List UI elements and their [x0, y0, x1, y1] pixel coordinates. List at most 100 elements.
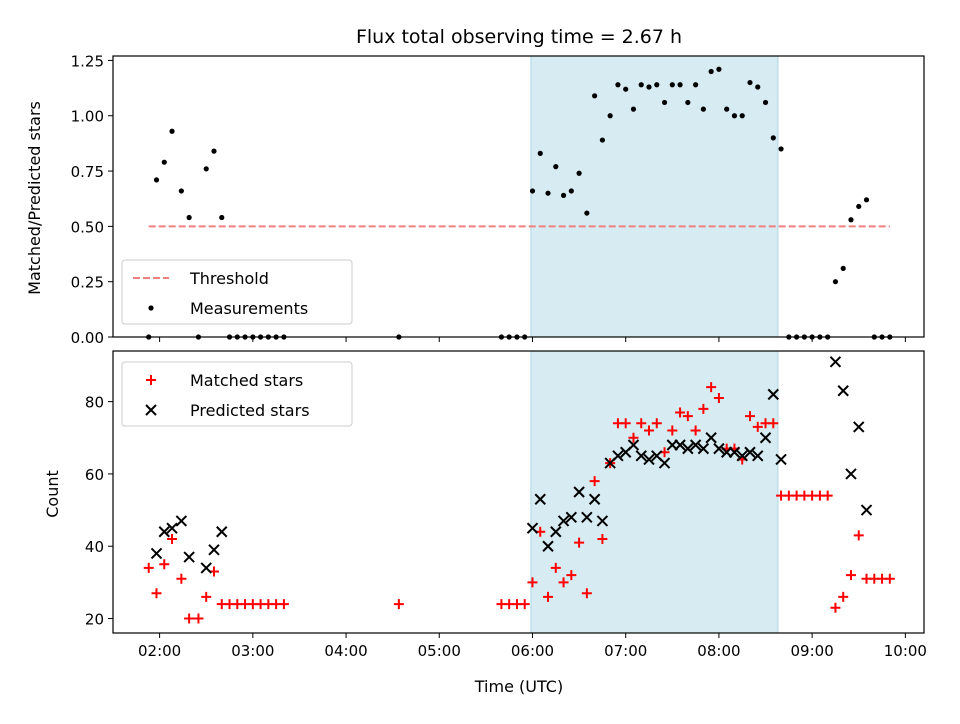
- predicted-star-point: [674, 439, 686, 451]
- y-tick-label: 1.25: [71, 52, 104, 70]
- measurement-point: [716, 66, 722, 72]
- predicted-star-point: [526, 522, 539, 534]
- predicted-star-point: [759, 432, 772, 444]
- measurement-point: [211, 148, 217, 154]
- predicted-star-point: [728, 446, 741, 458]
- matched-star-point: [830, 602, 841, 613]
- chart-title: Flux total observing time = 2.67 h: [356, 26, 682, 48]
- measurement-point: [832, 279, 839, 285]
- measurement-point: [863, 197, 870, 203]
- measurement-point: [630, 106, 637, 112]
- predicted-star-point: [166, 522, 178, 534]
- measurement-point: [178, 188, 184, 194]
- measurement-point: [592, 93, 598, 99]
- predicted-star-point: [736, 450, 748, 462]
- measurement-point: [654, 82, 660, 88]
- x-tick-label: 07:00: [604, 642, 647, 660]
- predicted-star-point: [200, 562, 212, 574]
- matched-star-point: [581, 588, 592, 599]
- measurement-point: [615, 82, 621, 88]
- matched-star-point: [752, 421, 763, 432]
- matched-star-point: [845, 570, 856, 581]
- predicted-star-point: [767, 388, 780, 401]
- measurement-point: [638, 82, 644, 88]
- measurement-point: [755, 84, 761, 90]
- predicted-star-point: [752, 450, 764, 462]
- matched-star-point: [620, 418, 631, 429]
- measurement-point: [219, 214, 225, 221]
- legend-label: Measurements: [190, 299, 308, 318]
- matched-star-point: [698, 403, 709, 414]
- x-tick-label: 02:00: [138, 642, 181, 660]
- x-tick-label: 03:00: [231, 642, 274, 660]
- legend-label: Threshold: [189, 269, 269, 288]
- measurement-point: [693, 82, 699, 88]
- matched-star-point: [713, 393, 724, 403]
- y-tick-label: 80: [85, 394, 104, 412]
- predicted-star-point: [643, 453, 655, 466]
- matched-star-point: [690, 425, 701, 436]
- measurement-point: [661, 99, 668, 106]
- measurement-point: [708, 68, 714, 75]
- y-tick-label: 1.00: [71, 108, 104, 126]
- measurement-point: [724, 106, 730, 112]
- measurement-point: [584, 210, 590, 216]
- predicted-star-point: [837, 385, 849, 397]
- bottom-panel: 20 40 60 80 02:00 03:00 04:00 05:00 06:00 07:00 08…: [85, 350, 927, 660]
- measurement-point: [186, 214, 192, 221]
- predicted-star-point: [534, 493, 546, 505]
- predicted-star-point: [175, 515, 188, 527]
- measurement-point: [677, 82, 683, 88]
- predicted-star-point: [829, 356, 842, 368]
- predicted-star-point: [208, 544, 220, 556]
- y-tick-label: 40: [85, 538, 104, 556]
- predicted-star-point: [588, 493, 601, 505]
- legend-label: Predicted stars: [190, 401, 310, 420]
- predicted-star-point: [216, 526, 228, 538]
- axes-frame: [112, 55, 925, 338]
- y-tick-label: 0.25: [71, 274, 104, 292]
- predicted-star-point: [557, 515, 570, 527]
- measurement-point: [568, 188, 574, 194]
- x-axis-label: Time (UTC): [474, 677, 563, 696]
- matched-star-point: [838, 591, 849, 602]
- matched-star-point: [597, 534, 608, 544]
- measurement-point: [576, 170, 582, 176]
- matched-star-point: [184, 613, 195, 624]
- matched-star-point: [675, 407, 686, 418]
- measurement-point: [848, 217, 854, 223]
- matched-star-point: [574, 537, 585, 548]
- matched-star-point: [143, 562, 154, 573]
- matched-star-point: [644, 425, 655, 436]
- matched-star-point: [543, 591, 554, 602]
- y-tick-label: 0.00: [71, 329, 104, 347]
- measurement-point: [762, 99, 769, 106]
- top-panel: 0.00 0.25 0.50 0.75 1.00 1.25 Threshold Measure…: [71, 52, 925, 347]
- matched-star-point: [558, 577, 569, 588]
- x-tick-label: 09:00: [791, 642, 834, 660]
- predicted-star-point: [542, 540, 554, 552]
- matched-star-point: [550, 562, 561, 573]
- measurement-point: [599, 137, 605, 143]
- matched-star-point: [768, 418, 779, 429]
- measurement-point: [778, 146, 784, 152]
- predicted-star-point: [658, 457, 671, 469]
- y-tick-label: 20: [85, 611, 104, 629]
- matched-star-point: [853, 530, 864, 541]
- measurement-point: [856, 203, 862, 210]
- predicted-star-point: [635, 450, 647, 462]
- predicted-star-point: [581, 511, 593, 524]
- matched-star-point: [651, 418, 662, 429]
- bottom-y-axis-label: Count: [43, 470, 62, 518]
- predicted-star-point: [705, 432, 717, 444]
- predicted-star-point: [860, 504, 873, 516]
- matched-star-point: [176, 573, 187, 584]
- predicted-star-point: [713, 442, 725, 455]
- matched-star-point: [527, 577, 538, 588]
- predicted-star-point: [550, 526, 562, 538]
- matched-star-point: [193, 613, 204, 624]
- measurement-point: [545, 190, 551, 196]
- matched-star-point: [706, 382, 717, 393]
- measurement-point: [529, 188, 536, 194]
- predicted-star-point: [627, 439, 640, 451]
